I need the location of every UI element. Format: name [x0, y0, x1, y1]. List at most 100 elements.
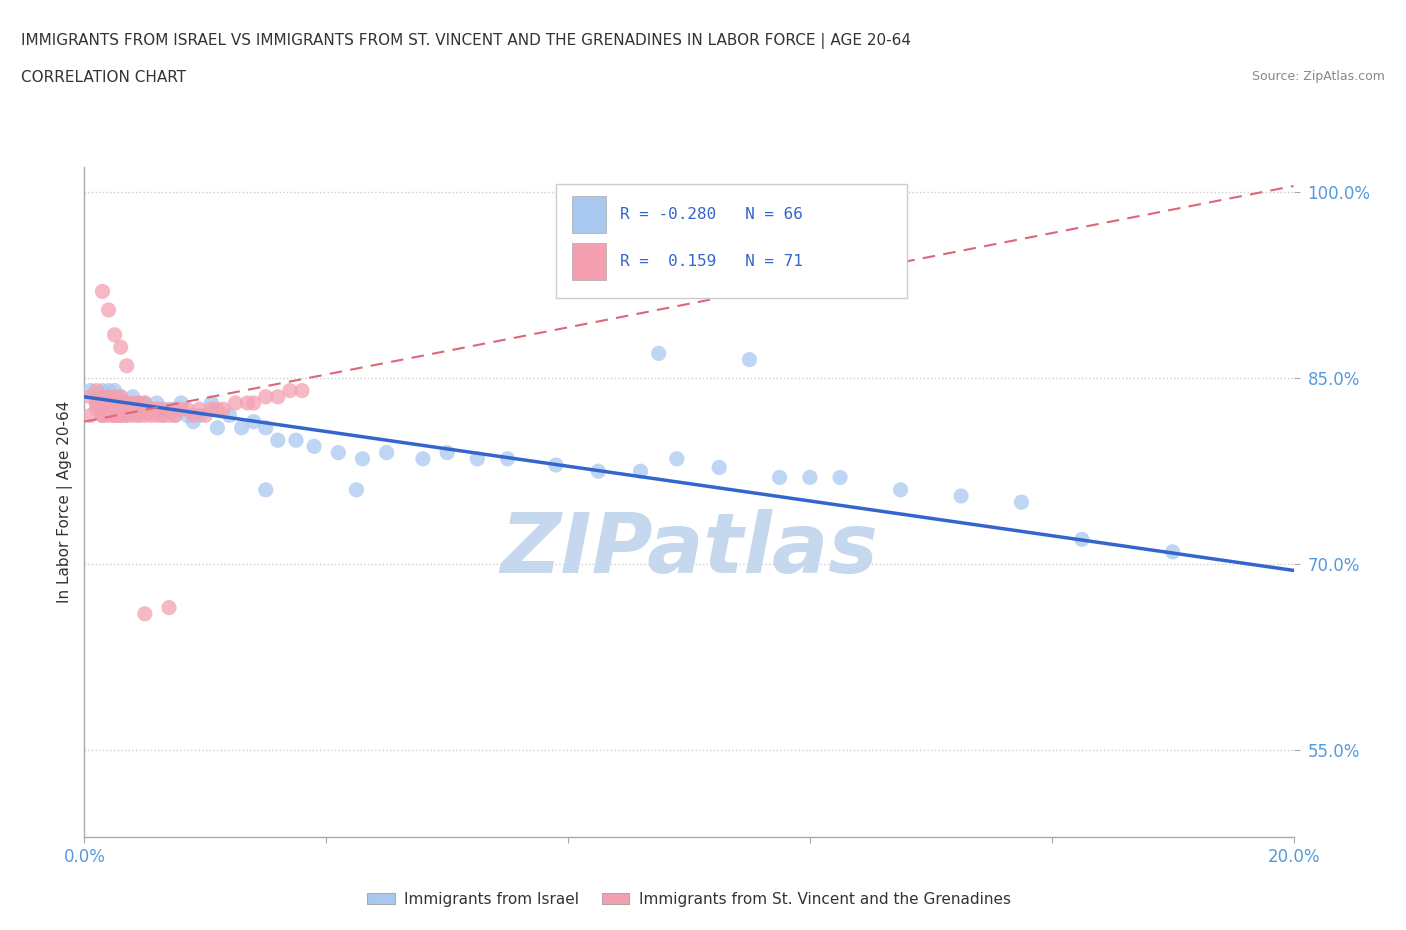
- Point: [115, 402, 138, 417]
- Point: [163, 408, 186, 423]
- Point: [110, 402, 132, 417]
- Point: [128, 402, 150, 417]
- Point: [950, 488, 973, 503]
- Point: [110, 402, 132, 417]
- Point: [91, 284, 114, 299]
- Point: [128, 395, 150, 410]
- Point: [225, 395, 247, 410]
- Point: [181, 408, 204, 423]
- Point: [91, 408, 114, 423]
- Point: [110, 408, 132, 423]
- Point: [134, 402, 156, 417]
- Point: [278, 383, 301, 398]
- Point: [163, 402, 186, 417]
- Point: [1161, 544, 1184, 559]
- Point: [194, 408, 217, 423]
- Point: [110, 339, 132, 354]
- Point: [467, 451, 489, 466]
- Point: [91, 395, 114, 410]
- Text: R = -0.280   N = 66: R = -0.280 N = 66: [620, 206, 803, 221]
- Point: [146, 402, 169, 417]
- Point: [176, 402, 198, 417]
- Point: [375, 445, 398, 460]
- Point: [152, 402, 174, 417]
- Y-axis label: In Labor Force | Age 20-64: In Labor Force | Age 20-64: [58, 401, 73, 604]
- Point: [110, 408, 132, 423]
- Point: [830, 470, 852, 485]
- Point: [157, 600, 180, 615]
- Point: [121, 402, 143, 417]
- Point: [412, 451, 434, 466]
- Point: [104, 383, 127, 398]
- Point: [91, 402, 114, 417]
- Point: [97, 402, 120, 417]
- Point: [121, 395, 143, 410]
- Point: [115, 395, 138, 410]
- Point: [104, 402, 127, 417]
- Point: [207, 402, 229, 417]
- Text: ZIPatlas: ZIPatlas: [501, 509, 877, 590]
- Point: [218, 408, 240, 423]
- Point: [91, 408, 114, 423]
- Point: [170, 395, 193, 410]
- Point: [436, 445, 458, 460]
- Point: [104, 408, 127, 423]
- FancyBboxPatch shape: [572, 196, 606, 232]
- Point: [236, 395, 259, 410]
- Point: [188, 402, 211, 417]
- Point: [86, 402, 108, 417]
- Point: [91, 390, 114, 405]
- Point: [110, 390, 132, 405]
- FancyBboxPatch shape: [572, 243, 606, 280]
- Point: [254, 390, 277, 405]
- Point: [97, 395, 120, 410]
- Point: [97, 390, 120, 405]
- Point: [242, 395, 264, 410]
- Point: [157, 402, 180, 417]
- Point: [110, 395, 132, 410]
- Point: [346, 483, 368, 498]
- Point: [121, 408, 143, 423]
- Point: [110, 408, 132, 423]
- FancyBboxPatch shape: [555, 184, 907, 298]
- Point: [110, 390, 132, 405]
- Point: [86, 383, 108, 398]
- Point: [170, 402, 193, 417]
- Point: [115, 358, 138, 373]
- Point: [665, 451, 688, 466]
- Point: [104, 408, 127, 423]
- Point: [163, 408, 186, 423]
- Point: [104, 390, 127, 405]
- Point: [496, 451, 519, 466]
- Point: [104, 408, 127, 423]
- Point: [139, 402, 162, 417]
- Point: [544, 458, 567, 472]
- Point: [139, 408, 162, 423]
- Point: [134, 408, 156, 423]
- Point: [79, 383, 101, 398]
- Point: [121, 402, 143, 417]
- Point: [242, 414, 264, 429]
- Point: [86, 395, 108, 410]
- Point: [104, 395, 127, 410]
- Point: [128, 408, 150, 423]
- Point: [134, 395, 156, 410]
- Point: [86, 390, 108, 405]
- Text: R =  0.159   N = 71: R = 0.159 N = 71: [620, 254, 803, 269]
- Point: [97, 395, 120, 410]
- Point: [91, 402, 114, 417]
- Point: [97, 408, 120, 423]
- Point: [104, 408, 127, 423]
- Legend: Immigrants from Israel, Immigrants from St. Vincent and the Grenadines: Immigrants from Israel, Immigrants from …: [361, 886, 1017, 913]
- Point: [267, 432, 290, 447]
- Point: [104, 327, 127, 342]
- Point: [134, 606, 156, 621]
- Point: [91, 383, 114, 398]
- Point: [709, 460, 731, 475]
- Point: [181, 414, 204, 429]
- Point: [134, 395, 156, 410]
- Text: IMMIGRANTS FROM ISRAEL VS IMMIGRANTS FROM ST. VINCENT AND THE GRENADINES IN LABO: IMMIGRANTS FROM ISRAEL VS IMMIGRANTS FRO…: [21, 33, 911, 48]
- Point: [115, 408, 138, 423]
- Point: [91, 408, 114, 423]
- Point: [188, 408, 211, 423]
